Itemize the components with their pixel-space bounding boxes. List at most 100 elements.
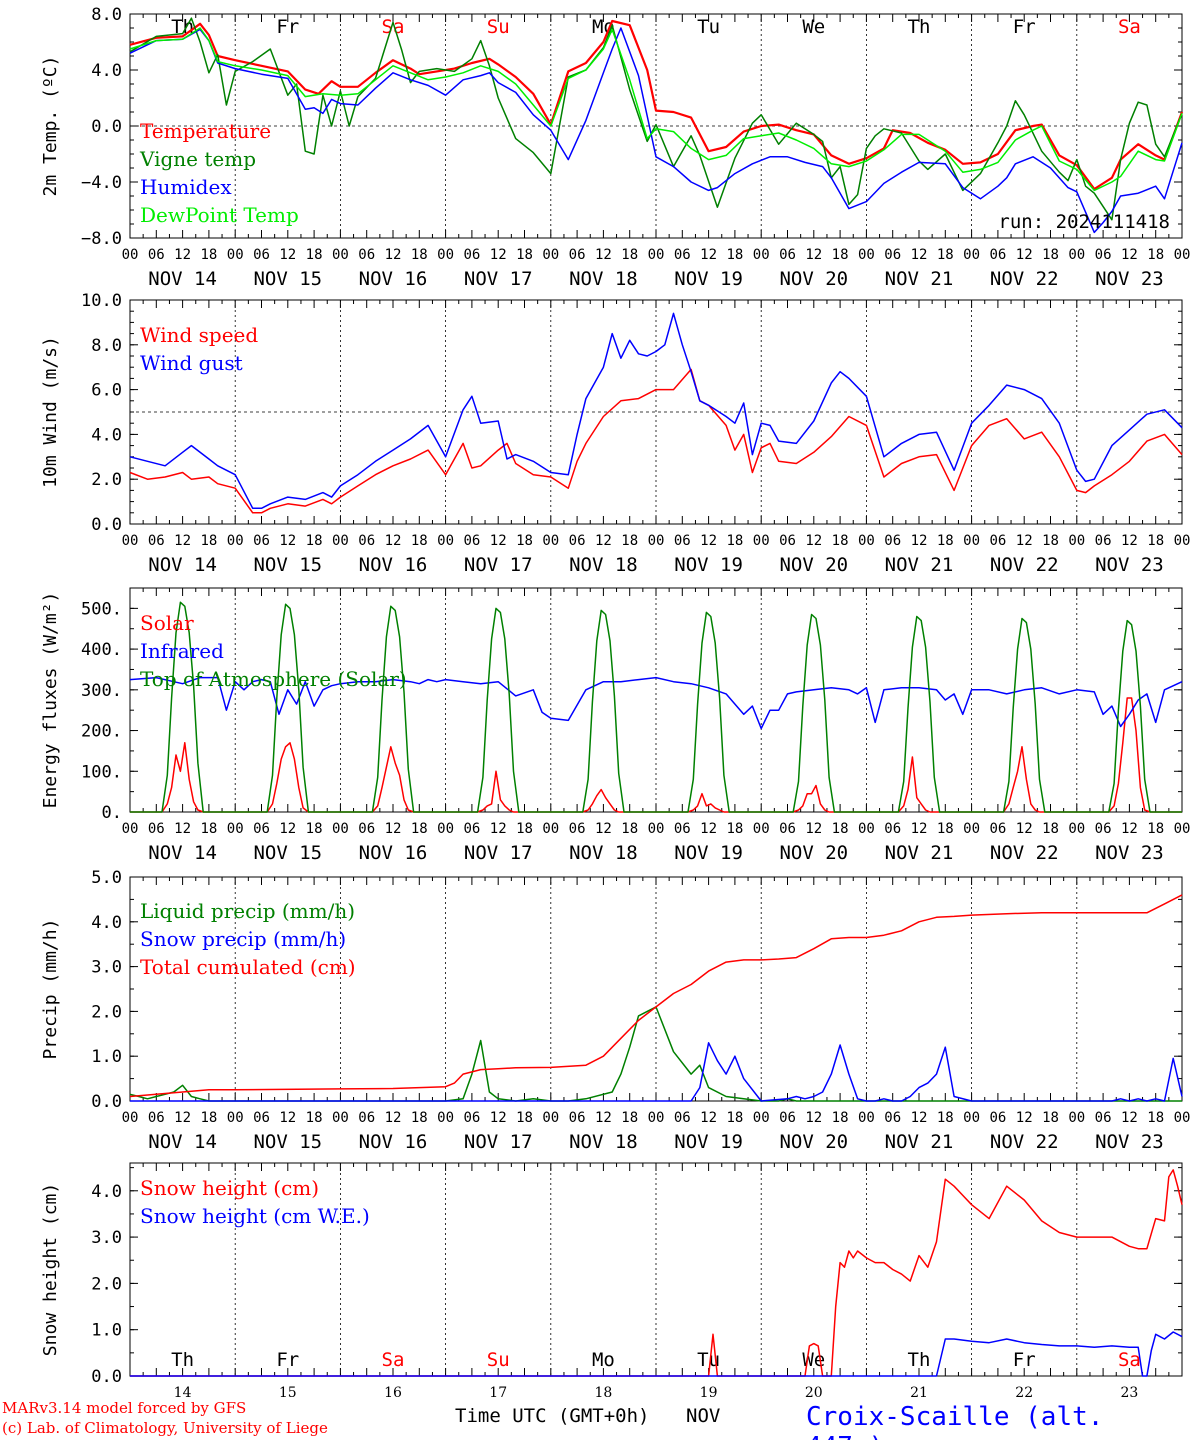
hour-tick-label: 18 (200, 247, 217, 263)
hour-tick-label: 12 (385, 533, 402, 549)
y-tick-label: 1.0 (91, 1321, 122, 1341)
hour-tick-label: 18 (937, 1110, 954, 1126)
date-label: NOV 22 (990, 554, 1059, 576)
hour-tick-label: 06 (1095, 1110, 1112, 1126)
hour-tick-label: 18 (621, 821, 638, 837)
hour-tick-label: 00 (122, 533, 139, 549)
panel-1: 8.0 4.0 0.0 −4.0 −8.0 2m Temp. (ºC) 00 06 12 18 NO… (40, 5, 1190, 290)
hour-tick-label: 06 (463, 533, 480, 549)
series-line (130, 1042, 1183, 1102)
hour-tick-label: 12 (279, 247, 296, 263)
hour-tick-label: 06 (148, 1110, 165, 1126)
hour-tick-label: 12 (174, 1110, 191, 1126)
series-line (129, 19, 1184, 191)
date-label: NOV 19 (674, 842, 743, 864)
hour-tick-label: 06 (253, 1110, 270, 1126)
legend-label: DewPoint Temp (140, 203, 299, 227)
series-line (130, 1331, 1183, 1377)
hour-tick-label: 00 (227, 247, 244, 263)
hour-tick-label: 18 (306, 821, 323, 837)
date-label: NOV 16 (359, 554, 428, 576)
date-label: NOV 21 (885, 554, 954, 576)
hour-tick-label: 12 (700, 247, 717, 263)
legend-label: Wind speed (140, 323, 258, 347)
hour-tick-label: 06 (674, 1110, 691, 1126)
date-label: NOV 18 (569, 554, 638, 576)
date-label: NOV 20 (779, 1131, 848, 1153)
model-credit: MARv3.14 model forced by GFS (c) Lab. of… (2, 1398, 328, 1438)
hour-tick-label: 00 (542, 821, 559, 837)
hour-tick-label: 12 (279, 821, 296, 837)
hour-tick-label: 18 (832, 533, 849, 549)
panel-5: 4.0 3.0 2.0 1.0 0.0 Snow height (cm) Th 14 Fr 15 S… (40, 1162, 1183, 1401)
date-label: NOV 15 (253, 842, 322, 864)
hour-tick-label: 18 (726, 247, 743, 263)
hour-tick-label: 12 (490, 247, 507, 263)
series-line (129, 27, 1183, 192)
y-tick-label: 2.0 (91, 1274, 122, 1294)
hour-tick-label: 00 (437, 533, 454, 549)
day-number-label: 14 (174, 1385, 192, 1401)
hour-tick-label: 18 (411, 821, 428, 837)
legend-label: Wind gust (140, 351, 243, 375)
date-label: NOV 23 (1095, 554, 1164, 576)
hour-tick-label: 06 (569, 1110, 586, 1126)
hour-tick-label: 12 (595, 1110, 612, 1126)
legend-label: Snow height (cm) (140, 1176, 319, 1200)
hour-tick-label: 12 (279, 1110, 296, 1126)
weekday-label: Sa (1118, 16, 1141, 38)
date-label: NOV 19 (674, 268, 743, 290)
hour-tick-label: 18 (832, 1110, 849, 1126)
series-line (129, 368, 1183, 514)
y-tick-label: 8.0 (91, 336, 122, 356)
hour-tick-label: 00 (437, 1110, 454, 1126)
hour-tick-label: 06 (148, 533, 165, 549)
weekday-label: Th (908, 1349, 931, 1371)
day-number-label: 17 (489, 1385, 507, 1401)
hour-tick-label: 18 (832, 821, 849, 837)
hour-tick-label: 06 (779, 533, 796, 549)
hour-tick-label: 18 (411, 247, 428, 263)
date-label: NOV 16 (359, 1131, 428, 1153)
date-label: NOV 14 (148, 1131, 217, 1153)
y-tick-label: 2.0 (91, 1002, 122, 1022)
hour-tick-label: 00 (648, 533, 665, 549)
hour-tick-label: 18 (621, 247, 638, 263)
hour-tick-label: 12 (700, 1110, 717, 1126)
y-tick-label: 0.0 (91, 1092, 122, 1112)
legend-label: Top of Atmosphere (Solar) (140, 667, 407, 691)
month-label: NOV (686, 1405, 721, 1427)
hour-tick-label: 12 (805, 533, 822, 549)
hour-tick-label: 06 (1095, 247, 1112, 263)
hour-tick-label: 18 (516, 1110, 533, 1126)
hour-tick-label: 12 (1121, 1110, 1138, 1126)
date-label: NOV 22 (990, 1131, 1059, 1153)
hour-tick-label: 06 (569, 533, 586, 549)
hour-tick-label: 00 (1174, 1110, 1191, 1126)
hour-tick-label: 00 (1068, 533, 1085, 549)
day-number-label: 22 (1015, 1385, 1033, 1401)
day-number-label: 15 (279, 1385, 297, 1401)
legend-label: Infrared (140, 639, 224, 663)
hour-tick-label: 00 (858, 1110, 875, 1126)
hour-tick-label: 00 (963, 821, 980, 837)
hour-tick-label: 00 (122, 821, 139, 837)
hour-tick-label: 18 (1042, 247, 1059, 263)
hour-tick-label: 12 (385, 1110, 402, 1126)
hour-tick-label: 18 (726, 821, 743, 837)
series-line (129, 312, 1183, 510)
hour-tick-label: 12 (279, 533, 296, 549)
hour-tick-label: 06 (463, 821, 480, 837)
date-label: NOV 20 (779, 268, 848, 290)
series-line (130, 1169, 1183, 1377)
date-label: NOV 16 (359, 268, 428, 290)
legend-label: Solar (140, 611, 194, 635)
hour-tick-label: 00 (1068, 1110, 1085, 1126)
x-axis-title: Time UTC (GMT+0h) (455, 1405, 650, 1427)
day-number-label: 16 (384, 1385, 402, 1401)
weekday-label: Sa (382, 16, 405, 38)
hour-tick-label: 00 (332, 1110, 349, 1126)
date-label: NOV 15 (253, 268, 322, 290)
date-label: NOV 17 (464, 268, 533, 290)
